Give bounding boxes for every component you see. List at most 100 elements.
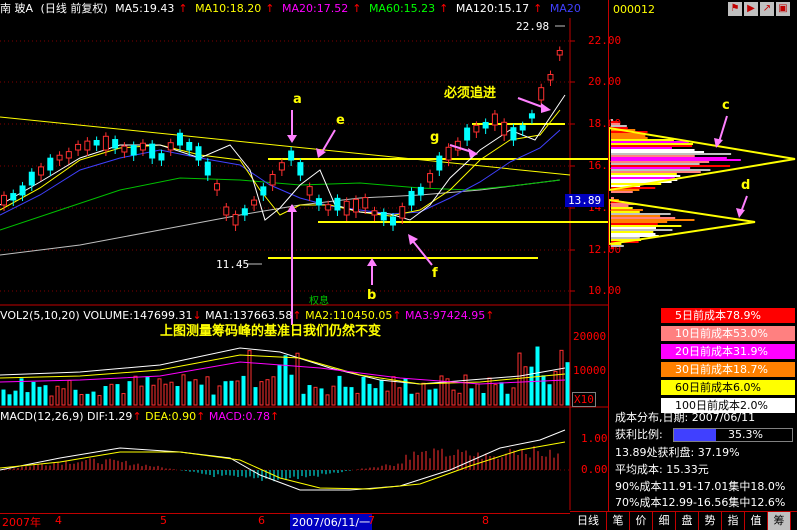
chip-chart [609,115,796,249]
tab-jia[interactable]: 价 [630,512,653,530]
volume-bar [91,391,96,406]
candle-body [10,193,17,201]
annotation-f-arrow [408,234,433,266]
annotation-e-arrow [316,129,336,158]
chip-bar [611,217,676,219]
chip-bar [611,245,624,247]
annotation-must-arrow [517,97,551,113]
tab-zhi[interactable]: 指 [722,512,745,530]
chip-bar [611,141,689,143]
play-icon[interactable]: ▶ [744,2,758,16]
label-b: b [367,288,377,303]
profit-value: 35.3% [728,428,763,441]
vol-ma3: MA3:97424.95 [405,309,486,322]
tab-pan[interactable]: 盘 [676,512,699,530]
volume-bar [85,393,90,406]
chip-bar [611,127,628,129]
chip-bar [611,137,648,139]
tab-daily[interactable]: 日线 [570,512,607,530]
vol-axis-10000: 10000 [573,364,607,377]
ma-tag[interactable]: MA20 [549,2,581,15]
candle-body [297,162,304,176]
candle-body [334,197,341,211]
candle-body [19,185,26,196]
candle-body [223,206,230,216]
candle-body [547,74,554,81]
tab-chou[interactable]: 筹 [768,512,791,530]
flag-icon[interactable]: ⚑ [728,2,742,16]
kline-chart[interactable] [0,0,608,512]
candle-body [399,206,406,219]
volume-bar [199,384,204,406]
chip-bar [611,189,640,191]
volume-bar [97,395,102,406]
current-price-marker: 13.89 [565,194,605,207]
vol-ma2: MA2:110450.05 [305,309,393,322]
candle-body [47,157,54,171]
candle-body [306,186,313,196]
chip-bar [611,143,694,145]
candle-body [75,143,82,151]
arrow-c [714,115,728,148]
volume-bar [13,390,18,406]
cost-row: 60日前成本6.0% [661,380,795,395]
tab-bi[interactable]: 笔 [607,512,630,530]
volume-bar [367,383,372,406]
month-6: 6 [258,514,265,527]
candle-body [214,183,221,191]
window-icon[interactable]: ▣ [776,2,790,16]
volume-bar [79,394,84,406]
volume-bar [463,374,468,406]
profit-row: 获利比例: [615,426,663,442]
chip-bar [611,121,619,123]
volume-bar [493,384,498,406]
candle-body [1,194,7,206]
tab-shi[interactable]: 势 [699,512,722,530]
profit-bar-fill [674,429,716,441]
chip-bar [611,119,613,121]
volume-bar [259,381,264,406]
tab-zhi2[interactable]: 值 [745,512,768,530]
cost-row: 100日前成本2.0% [661,398,795,413]
tab-xi[interactable]: 细 [653,512,676,530]
volume-bar [325,394,330,406]
chip-distribution-panel: 000012 ⚑ ▶ ↗ ▣ 5日前成本78.9% 10日前成本53.0% 20日前… [608,0,797,528]
macd-title: MACD(12,26,9) [0,410,84,423]
volume-bar [133,375,138,406]
cost-row: 10日前成本53.0% [661,326,795,341]
volume-bar [505,393,510,406]
stock-code: 000012 [613,3,655,16]
chip-bar [611,175,681,177]
ma20-value: MA20:17.52 [282,2,349,15]
ma5-value: MA5:19.43 [115,2,175,15]
candle-body [102,135,109,151]
volume-bar [553,370,558,406]
candle-body [38,166,45,176]
vol-ma1 [0,347,566,385]
volume-bar [151,384,156,406]
chip-bar [611,157,727,159]
volume-bar [175,386,180,406]
volume-bar [283,355,288,406]
chip-bar [611,197,614,199]
annotation-b-arrow [367,258,377,285]
chip-bar [611,233,656,235]
chip-bar [611,215,661,217]
chip-bar [611,173,677,175]
volume-bar [517,352,522,406]
label-a: a [293,92,302,107]
arrow-d [736,195,748,218]
chip-bar [611,221,668,223]
candle-body [482,121,489,129]
cost-row: 5日前成本78.9% [661,308,795,323]
volume-bar [55,385,60,406]
chip-bar [611,163,700,165]
volume-bar [439,375,444,406]
arrow-icon[interactable]: ↗ [760,2,774,16]
macd-dif [0,429,566,491]
volume-bar [313,386,318,406]
profit-bar: 35.3% [673,428,793,442]
candle-body [501,121,508,136]
profit-at-price: 13.89处获利盘: 37.19% [615,446,740,459]
macd-dif-value: DIF:1.29 [87,410,133,423]
